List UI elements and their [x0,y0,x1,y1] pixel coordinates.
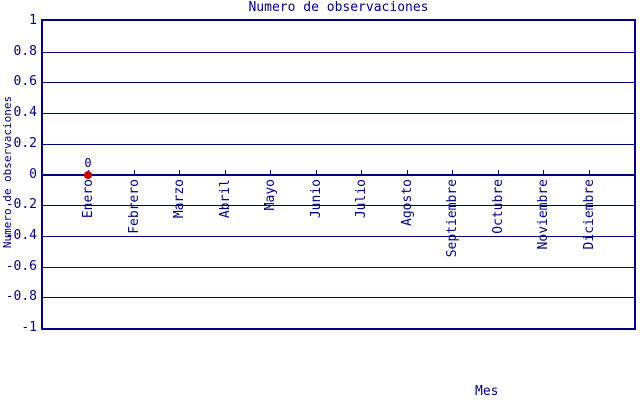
y-tick-label: 0.2 [13,136,37,151]
x-tick [452,170,453,175]
x-tick [134,170,135,175]
x-tick [589,170,590,175]
gridline [42,82,635,83]
y-tick-label: 1 [29,13,37,28]
y-tick-label: -0.2 [5,197,37,212]
gridline [42,297,635,298]
gridline [42,236,635,237]
x-tick [407,170,408,175]
chart-title: Numero de observaciones [248,0,429,15]
x-tick [270,170,271,175]
x-tick [543,170,544,175]
x-tick [179,170,180,175]
y-tick-label: 0.8 [13,44,37,59]
y-tick-label: -1 [21,320,37,335]
x-tick [361,170,362,175]
y-tick-label: 0 [29,167,37,182]
gridline [42,113,635,114]
y-tick-label: -0.8 [5,289,37,304]
x-axis-title: Mes [475,384,499,399]
gridline [42,205,635,206]
y-tick-label: 0.4 [13,105,37,120]
zero-axis-line [42,174,635,176]
data-point-label: 0 [84,156,92,170]
x-tick [498,170,499,175]
x-tick [316,170,317,175]
y-tick-label: 0.6 [13,74,37,89]
gridline [42,52,635,53]
x-tick [225,170,226,175]
gridline [42,267,635,268]
y-tick-label: -0.4 [5,228,37,243]
data-point [84,171,92,179]
gridline [42,144,635,145]
y-tick-label: -0.6 [5,259,37,274]
